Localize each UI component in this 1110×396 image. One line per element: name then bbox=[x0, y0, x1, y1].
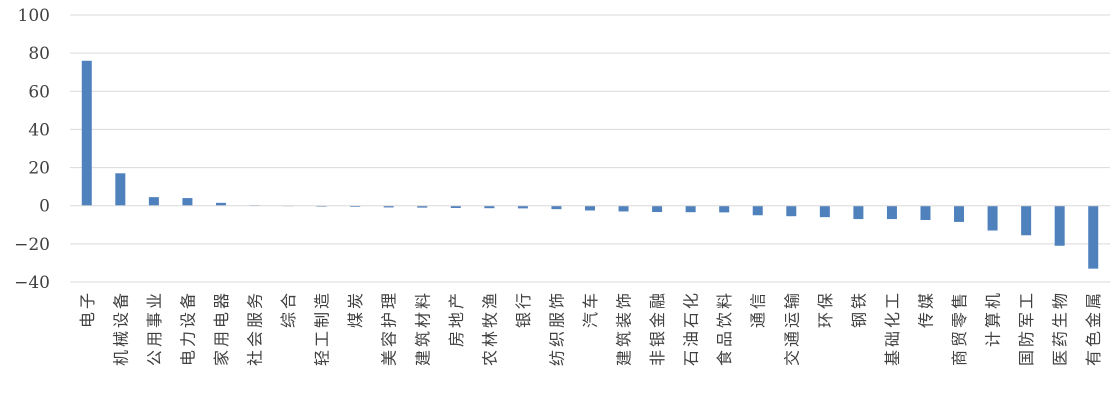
x-tick-label: 医药生物 bbox=[1051, 290, 1070, 366]
bar bbox=[350, 205, 361, 207]
bar bbox=[987, 205, 998, 231]
x-tick-label: 传媒 bbox=[916, 290, 935, 328]
x-tick-label: 计算机 bbox=[984, 290, 1003, 347]
x-tick-label: 社会服务 bbox=[246, 290, 265, 366]
bar bbox=[853, 205, 864, 220]
x-tick-label: 汽车 bbox=[581, 290, 600, 328]
bar bbox=[585, 205, 595, 211]
bar bbox=[652, 205, 663, 213]
bar bbox=[920, 205, 931, 221]
x-tick-label: 环保 bbox=[816, 290, 835, 328]
x-tick-label: 公用事业 bbox=[145, 290, 164, 366]
y-tick-label: 0 bbox=[39, 197, 50, 217]
x-axis-labels: 电子 机械设备 公用事业 电力设备 家用电器 社会服务 综合 轻工制造 煤炭 美容护理 建筑材料 房地… bbox=[78, 290, 1103, 366]
x-tick-label: 基础化工 bbox=[883, 290, 902, 366]
bar bbox=[954, 205, 965, 222]
y-tick-label: 40 bbox=[28, 120, 50, 140]
bar bbox=[148, 197, 159, 206]
bar bbox=[484, 205, 495, 209]
bar bbox=[81, 60, 92, 206]
bar bbox=[752, 205, 763, 216]
bar bbox=[383, 205, 394, 208]
x-tick-label: 综合 bbox=[279, 290, 298, 328]
y-tick-label: 60 bbox=[28, 82, 50, 102]
bar bbox=[450, 205, 461, 209]
x-tick-label: 电力设备 bbox=[178, 290, 197, 366]
bar bbox=[215, 202, 226, 206]
x-tick-label: 家用电器 bbox=[212, 290, 231, 366]
bar bbox=[182, 198, 193, 206]
bar bbox=[618, 205, 629, 212]
bar bbox=[886, 205, 897, 220]
bars bbox=[81, 60, 1099, 269]
x-tick-label: 石油石化 bbox=[682, 290, 701, 366]
y-tick-label: −40 bbox=[14, 273, 50, 293]
y-tick-label: −20 bbox=[14, 235, 50, 255]
bar bbox=[1088, 205, 1099, 269]
x-tick-label: 建筑装饰 bbox=[615, 290, 634, 366]
x-tick-label: 非银金融 bbox=[648, 290, 667, 366]
bar bbox=[1021, 205, 1032, 236]
bar bbox=[115, 173, 126, 206]
x-tick-label: 建筑材料 bbox=[413, 290, 432, 366]
bar bbox=[719, 205, 730, 213]
bar bbox=[517, 205, 528, 209]
bar bbox=[819, 205, 830, 218]
bar bbox=[1054, 205, 1065, 246]
x-tick-label: 轻工制造 bbox=[313, 290, 332, 366]
y-tick-label: 20 bbox=[28, 159, 50, 179]
x-tick-label: 美容护理 bbox=[380, 290, 399, 366]
x-tick-label: 国防军工 bbox=[1017, 290, 1036, 366]
bar bbox=[786, 205, 797, 217]
bar bbox=[551, 205, 562, 210]
y-tick-label: 100 bbox=[18, 6, 50, 26]
x-tick-label: 交通运输 bbox=[782, 290, 801, 366]
bar bbox=[417, 205, 428, 208]
x-tick-label: 通信 bbox=[749, 290, 768, 328]
x-tick-label: 机械设备 bbox=[111, 290, 130, 366]
y-tick-label: 80 bbox=[28, 44, 50, 64]
x-tick-label: 有色金属 bbox=[1084, 290, 1103, 366]
x-tick-label: 钢铁 bbox=[849, 290, 868, 328]
x-tick-label: 食品饮料 bbox=[715, 290, 734, 366]
gridlines bbox=[70, 14, 1110, 283]
y-axis: 100 80 60 40 20 0 −20 −40 bbox=[14, 6, 50, 293]
x-tick-label: 房地产 bbox=[447, 290, 466, 347]
x-tick-label: 银行 bbox=[514, 290, 533, 328]
x-tick-label: 商贸零售 bbox=[950, 290, 969, 366]
x-tick-label: 电子 bbox=[78, 290, 97, 328]
x-tick-label: 煤炭 bbox=[346, 290, 365, 328]
x-tick-label: 纺织服饰 bbox=[547, 290, 566, 366]
bar bbox=[685, 205, 696, 213]
x-tick-label: 农林牧渔 bbox=[480, 290, 499, 366]
